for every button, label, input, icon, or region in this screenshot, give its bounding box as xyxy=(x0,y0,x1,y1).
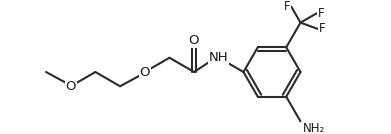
Text: NH: NH xyxy=(209,51,229,64)
Text: F: F xyxy=(319,23,326,36)
Text: O: O xyxy=(65,80,76,93)
Text: O: O xyxy=(188,34,198,47)
Text: F: F xyxy=(317,7,324,20)
Text: O: O xyxy=(140,66,150,79)
Text: NH₂: NH₂ xyxy=(303,122,325,134)
Text: F: F xyxy=(283,0,290,13)
